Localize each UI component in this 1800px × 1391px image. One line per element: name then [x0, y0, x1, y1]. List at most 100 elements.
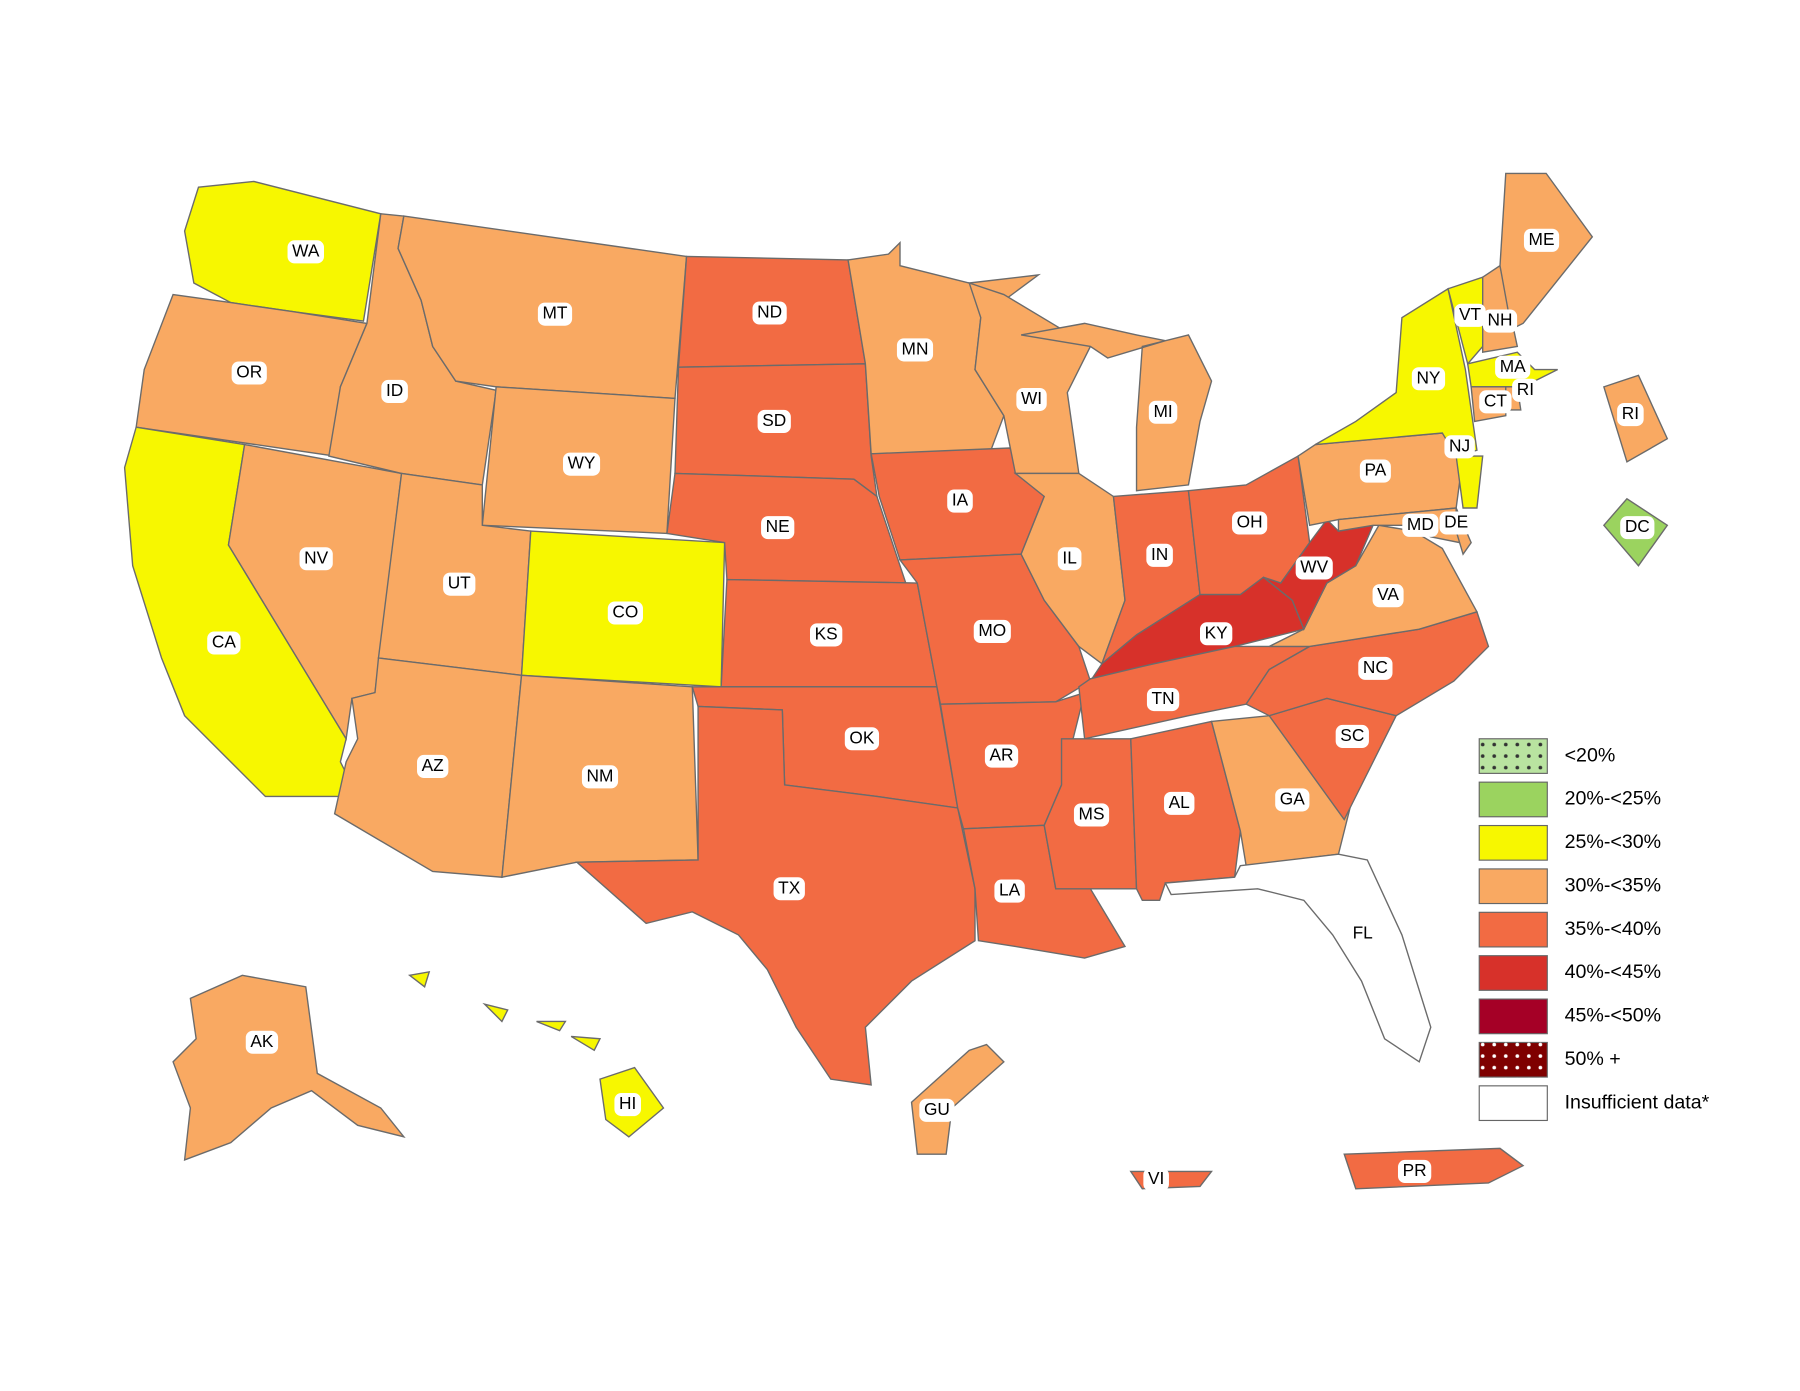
label-box [947, 489, 973, 513]
label-box [1143, 1168, 1169, 1192]
region-label: MS [1079, 803, 1105, 823]
label-box [809, 623, 843, 647]
legend-pattern [1479, 1042, 1548, 1078]
region-label: OR [236, 362, 262, 382]
region-label: MO [978, 620, 1006, 640]
region-label: PA [1364, 460, 1386, 480]
region-label: MT [543, 303, 568, 323]
region-label: WI [1021, 388, 1042, 408]
legend-label: 40%-<45% [1565, 961, 1661, 983]
region-shape [1315, 287, 1478, 457]
region-shape [1343, 1147, 1525, 1190]
label-box [1199, 622, 1233, 646]
region-label: CO [612, 602, 638, 622]
region-label: UT [448, 573, 471, 593]
label-box [1617, 403, 1644, 427]
region-label: HI [619, 1093, 636, 1113]
region-shape [1129, 1170, 1213, 1190]
label-box [581, 765, 619, 789]
label-box [973, 619, 1011, 643]
label-box [896, 338, 934, 362]
region-label: OH [1237, 512, 1263, 532]
label-box [1411, 367, 1446, 391]
label-box [1295, 556, 1333, 580]
label-box [1164, 791, 1195, 815]
legend-swatch [1478, 781, 1548, 818]
region-shape [172, 974, 406, 1161]
region-label: OK [849, 727, 874, 747]
legend-label: 20%-<25% [1565, 788, 1661, 810]
region-label: TX [778, 877, 801, 897]
legend-label: 35%-<40% [1565, 918, 1661, 940]
label-box [287, 240, 325, 264]
label-box [761, 516, 795, 540]
label-box [994, 879, 1025, 903]
region-label: CA [212, 632, 236, 652]
region-label: VI [1148, 1168, 1164, 1188]
label-box [1335, 724, 1369, 748]
region-label: GU [924, 1099, 950, 1119]
region-label: NM [587, 765, 614, 785]
label-box [231, 361, 267, 385]
label-box [1146, 688, 1180, 712]
region-label: RI [1622, 403, 1639, 423]
label-box [1232, 511, 1268, 535]
region-label: IA [952, 490, 969, 510]
label-box [752, 301, 787, 325]
region-label: AK [250, 1031, 274, 1051]
label-box [207, 631, 241, 655]
legend: <20% 20%-<25% 25%-<30% 30%-<35% 35%-<40% 40%-… [1478, 738, 1710, 1122]
legend-label: Insufficient data* [1565, 1091, 1710, 1113]
region-shape [1021, 322, 1213, 492]
legend-label: 30%-<35% [1565, 874, 1661, 896]
region-label: ND [757, 302, 782, 322]
region-label: MA [1500, 356, 1526, 376]
region-label: GA [1280, 788, 1305, 808]
legend-swatch [1478, 955, 1548, 991]
label-box [1444, 435, 1475, 459]
region-shape [1164, 853, 1432, 1063]
label-box [299, 547, 333, 571]
label-box [919, 1098, 955, 1122]
legend-swatch [1478, 1085, 1548, 1122]
label-box [607, 601, 643, 625]
region-shape [407, 970, 665, 1138]
label-box [1347, 922, 1378, 946]
region-label: TN [1152, 688, 1175, 708]
label-box [443, 572, 476, 596]
region-label: ME [1529, 229, 1555, 249]
label-box [1454, 303, 1486, 327]
regions [123, 172, 1669, 1190]
label-box [245, 1030, 279, 1054]
label-box [1397, 1159, 1432, 1183]
label-box [1620, 516, 1655, 540]
region-label: VT [1459, 304, 1482, 324]
label-box [1146, 543, 1173, 567]
label-box [1479, 390, 1512, 414]
region-label: SD [762, 410, 786, 430]
region-label: MD [1407, 514, 1434, 534]
region-label: ID [386, 380, 403, 400]
legend-swatch [1478, 868, 1548, 905]
region-label: AL [1169, 792, 1191, 812]
label-box [1482, 309, 1518, 333]
label-box [1512, 378, 1539, 402]
label-box [773, 877, 805, 901]
region-labels: WA OR CA NV ID MT WY UT CO AZ NM ND SD NE KS OK TX MN IA MO… [207, 228, 1655, 1192]
label-box [1148, 400, 1178, 424]
label-box [1057, 547, 1082, 571]
label-box [1439, 511, 1473, 535]
label-box [1402, 513, 1439, 537]
region-label: NY [1416, 367, 1440, 387]
region-label: NJ [1449, 435, 1470, 455]
region-label: MI [1153, 401, 1172, 421]
label-box [1275, 788, 1310, 812]
region-label: MN [902, 338, 929, 358]
region-label: SC [1340, 725, 1364, 745]
region-label: RI [1517, 379, 1534, 399]
label-box [1016, 388, 1047, 412]
label-box [1358, 656, 1393, 680]
region-label: WA [292, 240, 320, 260]
